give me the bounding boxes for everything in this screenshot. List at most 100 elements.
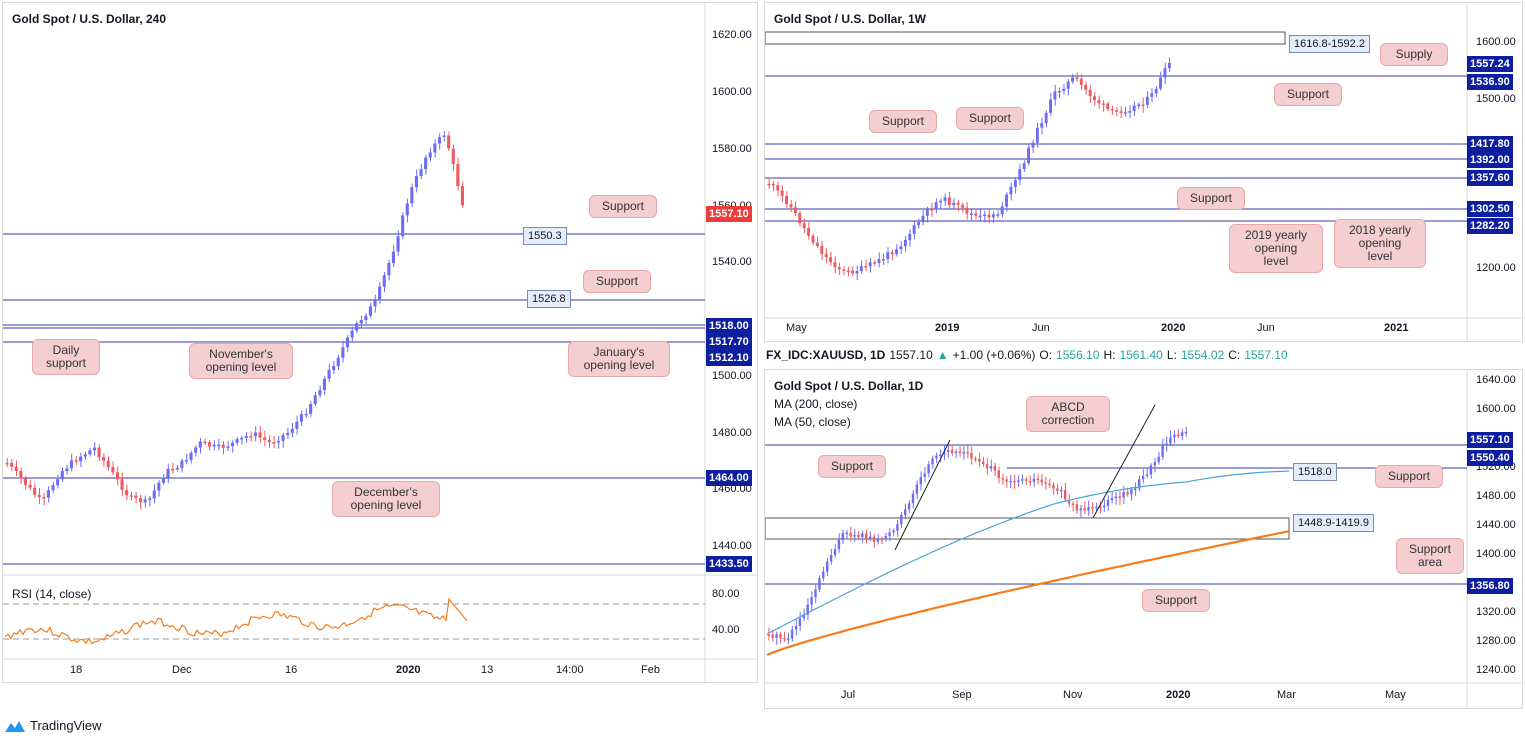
weekly-candle-body <box>864 265 868 268</box>
daily-candle-body <box>982 461 985 465</box>
weekly-candle-body <box>943 197 947 201</box>
weekly-candle-body <box>829 257 832 263</box>
weekly-candle-body <box>776 185 780 191</box>
daily-price-tick: 1600.00 <box>1476 403 1516 415</box>
tradingview-brand[interactable]: TradingView <box>4 718 102 733</box>
daily-time-tick: Mar <box>1277 689 1296 701</box>
daily-candle-body <box>829 555 833 562</box>
h4-level-tag: 1518.00 <box>706 318 752 334</box>
weekly-candle-body <box>824 253 828 258</box>
weekly-candle-body <box>1049 99 1052 113</box>
h4-candle-body <box>138 498 142 503</box>
weekly-candle-body <box>1040 123 1044 128</box>
daily-callout-support: Support <box>1375 465 1443 488</box>
daily-last-price-tag: 1557.10 <box>1467 432 1513 448</box>
h4-candle-body <box>184 460 188 462</box>
h4-chart-canvas[interactable] <box>3 3 759 684</box>
weekly-candle-body <box>1066 81 1070 89</box>
weekly-candle-body <box>771 183 775 186</box>
daily-candle-body <box>1083 508 1086 511</box>
h4-candle-body <box>419 169 423 177</box>
weekly-time-tick: 2019 <box>935 322 960 334</box>
weekly-callout-support: Support <box>1274 83 1342 106</box>
h4-candle-body <box>74 460 78 462</box>
daily-candle-body <box>939 454 942 457</box>
weekly-candle-body <box>1027 147 1030 164</box>
weekly-candle-body <box>842 269 846 271</box>
daily-candle-body <box>818 578 821 590</box>
weekly-candle-body <box>903 240 907 247</box>
h4-candle-body <box>120 479 124 490</box>
h4-last-price-tag: 1557.10 <box>706 206 752 222</box>
daily-candle-body <box>1180 432 1184 436</box>
weekly-callout-support: Support <box>956 107 1024 130</box>
h4-candle-body <box>88 450 92 455</box>
weekly-level-tag: 1417.80 <box>1467 136 1513 152</box>
weekly-time-tick: May <box>786 322 807 334</box>
daily-candle-body <box>771 634 774 638</box>
h4-candle-body <box>433 143 437 153</box>
weekly-level-tag: 1357.60 <box>1467 170 1513 186</box>
h4-candle-body <box>65 468 69 472</box>
daily-candle-body <box>783 637 786 640</box>
daily-level-tag: 1550.40 <box>1467 450 1513 466</box>
weekly-candle-body <box>934 202 938 210</box>
h4-candle-body <box>391 251 395 264</box>
h4-level-tag: 1464.00 <box>706 470 752 486</box>
weekly-candle-body <box>996 214 1000 216</box>
h4-candle-body <box>83 454 87 457</box>
daily-level-tag: 1356.80 <box>1467 578 1513 594</box>
daily-candle-body <box>1024 479 1028 481</box>
h4-candle-body <box>309 404 313 414</box>
daily-candle-body <box>794 625 798 630</box>
h4-candle-body <box>368 306 372 316</box>
weekly-candle-body <box>881 259 885 261</box>
daily-price-tick: 1240.00 <box>1476 664 1516 676</box>
daily-candle-body <box>954 451 958 454</box>
ma200-line <box>766 530 1290 656</box>
daily-candle-body <box>1001 478 1004 480</box>
h4-candle-body <box>115 472 119 480</box>
daily-candle-body <box>767 634 770 636</box>
weekly-chart-title: Gold Spot / U.S. Dollar, 1W <box>774 12 927 26</box>
weekly-level-tag: 1557.24 <box>1467 56 1513 72</box>
h4-candle-body <box>322 378 326 390</box>
daily-candle-body <box>927 464 930 474</box>
daily-chart-canvas[interactable] <box>765 370 1524 710</box>
daily-candle-body <box>915 484 919 494</box>
ticker-symbol: FX_IDC:XAUUSD, 1D <box>766 348 886 362</box>
daily-candle-body <box>1130 489 1133 495</box>
weekly-candle-body <box>1000 206 1004 215</box>
h4-candle-body <box>28 484 32 488</box>
daily-candle-body <box>989 465 993 469</box>
daily-candle-body <box>802 614 805 619</box>
weekly-candle-body <box>877 259 881 264</box>
ticker-change: +1.00 (+0.06%) <box>952 348 1036 362</box>
daily-candle-body <box>779 634 782 638</box>
weekly-candle-body <box>930 209 934 211</box>
daily-price-tick: 1280.00 <box>1476 635 1516 647</box>
weekly-candle-body <box>1128 111 1132 113</box>
h4-candle-body <box>166 469 170 478</box>
daily-candle-body <box>837 539 841 550</box>
weekly-candle-body <box>899 246 903 250</box>
daily-candle-body <box>884 536 887 539</box>
daily-time-tick: Nov <box>1063 689 1083 701</box>
weekly-candle-body <box>811 235 815 243</box>
weekly-chart-canvas[interactable] <box>765 3 1524 343</box>
h4-candle-body <box>401 215 405 237</box>
weekly-callout-support: Support <box>1177 187 1245 210</box>
daily-time-tick: 2020 <box>1166 689 1191 701</box>
weekly-candle-body <box>1150 93 1154 97</box>
weekly-candle-body <box>1075 77 1079 80</box>
h4-callout-november-level: November's opening level <box>189 343 293 379</box>
h4-candle-body <box>217 444 221 447</box>
h4-candle-body <box>272 442 276 444</box>
daily-candle-body <box>1095 506 1098 509</box>
daily-candle-body <box>970 452 973 459</box>
h4-callout-january-level: January's opening level <box>568 341 670 377</box>
rsi-line <box>4 597 468 645</box>
weekly-level-tag: 1392.00 <box>1467 152 1513 168</box>
h4-candle-body <box>5 462 9 465</box>
weekly-candle-body <box>969 213 973 216</box>
